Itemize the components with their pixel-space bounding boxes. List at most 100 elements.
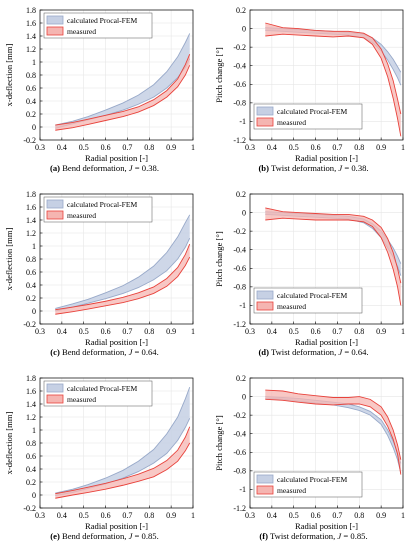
y-tick-label: 1.2 <box>26 413 36 422</box>
x-tick-label: 0.8 <box>354 327 364 336</box>
chart-d: 0.3 0.4 0.5 0.6 0.7 0.8 0.9 1 -1.2 -1 -0.8 -0.6 -0.4… <box>214 190 405 347</box>
x-tick-label: 0.6 <box>101 143 111 152</box>
x-tick-label: 0.4 <box>57 143 67 152</box>
y-tick-label: 1 <box>32 58 36 67</box>
y-tick-label: 0.6 <box>26 452 36 461</box>
legend: calculated Procal-FEM measured <box>253 471 363 498</box>
x-tick-label: 0.5 <box>79 511 89 520</box>
y-tick-label: 0 <box>32 307 36 316</box>
y-tick-label: 1.6 <box>26 19 36 28</box>
y-axis-label: x-deflection [mm] <box>4 411 14 474</box>
calculated-legend-swatch <box>256 474 274 484</box>
y-tick-label: -0.6 <box>233 80 246 89</box>
y-axis-label: Pitch change [°] <box>214 231 224 287</box>
y-tick-label: -1 <box>239 485 246 494</box>
measured-band <box>265 207 401 306</box>
caption-b: (b) Twist deformation, J = 0.38. <box>258 163 369 173</box>
y-tick-label: 0.2 <box>236 190 246 199</box>
x-tick-label: 1 <box>191 327 195 336</box>
x-tick-label: 1 <box>191 511 195 520</box>
x-tick-label: 0.4 <box>57 327 67 336</box>
legend-label: measured <box>67 211 96 220</box>
caption-a: (a) Bend deformation, J = 0.38. <box>50 163 159 173</box>
y-tick-label: 0 <box>32 123 36 132</box>
x-tick-label: 0.7 <box>332 327 342 336</box>
y-tick-label: -0.4 <box>233 62 246 71</box>
axes-box <box>249 9 404 141</box>
x-tick-label: 0.3 <box>245 327 255 336</box>
x-tick-label: 0.5 <box>79 327 89 336</box>
x-tick-label: 0.9 <box>376 327 386 336</box>
caption-d: (d) Twist deformation, J = 0.64. <box>258 347 369 357</box>
y-tick-label: 1.6 <box>26 203 36 212</box>
x-tick-label: 0.8 <box>144 511 154 520</box>
y-tick-label: -0.2 <box>23 504 36 513</box>
legend: calculated Procal-FEM measured <box>43 196 153 223</box>
x-tick-label: 0.5 <box>289 511 299 520</box>
y-tick-label: -0.4 <box>233 430 246 439</box>
y-tick-label: 1.4 <box>26 216 36 225</box>
x-tick-label: 0.9 <box>376 143 386 152</box>
measured-lower-line <box>55 256 191 315</box>
y-tick-label: -1 <box>239 117 246 126</box>
calculated-legend-swatch <box>46 15 64 25</box>
y-tick-label: 0 <box>242 24 246 33</box>
x-tick-label: 0.5 <box>289 143 299 152</box>
measured-legend-swatch <box>46 210 64 220</box>
x-tick-label: 0.7 <box>122 143 132 152</box>
y-axis-label: Pitch change [°] <box>214 415 224 471</box>
x-tick-label: 0.6 <box>311 327 321 336</box>
chart-e: 0.3 0.4 0.5 0.6 0.7 0.8 0.9 1 -0.2 0 0.2 0.4 0.6 0.8 1… <box>4 374 195 531</box>
y-tick-label: -0.8 <box>233 99 246 108</box>
y-tick-label: -1.2 <box>233 136 246 145</box>
x-tick-label: 1 <box>401 511 405 520</box>
legend-label: measured <box>67 27 96 36</box>
calculated-upper-line <box>55 386 191 494</box>
y-tick-label: 0 <box>242 208 246 217</box>
y-tick-label: 1.4 <box>26 32 36 41</box>
x-tick-label: 0.3 <box>35 511 45 520</box>
y-tick-label: -1 <box>239 301 246 310</box>
x-tick-label: 1 <box>401 327 405 336</box>
x-tick-label: 0.7 <box>122 327 132 336</box>
legend-label: measured <box>277 302 306 311</box>
x-tick-label: 0.8 <box>354 143 364 152</box>
x-tick-label: 0.3 <box>245 511 255 520</box>
chart-a: 0.3 0.4 0.5 0.6 0.7 0.8 0.9 1 -0.2 0 0.2 0.4 0.6 0.8 1… <box>4 6 195 163</box>
measured-lower-line <box>265 33 402 137</box>
measured-legend-swatch <box>46 394 64 404</box>
y-tick-label: -0.8 <box>233 467 246 476</box>
legend-label: calculated Procal-FEM <box>277 107 347 116</box>
caption-e: (e) Bend deformation, J = 0.85. <box>50 531 159 541</box>
y-tick-label: 0.4 <box>26 281 36 290</box>
y-tick-label: -0.2 <box>23 320 36 329</box>
legend-label: measured <box>67 395 96 404</box>
calculated-legend-swatch <box>46 383 64 393</box>
y-tick-label: 0.8 <box>26 255 36 264</box>
y-tick-label: 1.4 <box>26 400 36 409</box>
calculated-band <box>55 214 190 311</box>
axes-box <box>249 193 404 325</box>
x-tick-label: 0.7 <box>122 511 132 520</box>
y-axis-label: x-deflection [mm] <box>4 227 14 290</box>
legend-label: measured <box>277 486 306 495</box>
x-tick-label: 0.9 <box>166 511 176 520</box>
x-tick-label: 0.9 <box>166 327 176 336</box>
x-tick-label: 0.3 <box>35 143 45 152</box>
measured-lower-line <box>265 398 402 475</box>
x-tick-label: 0.6 <box>101 511 111 520</box>
measured-lower-line <box>55 442 191 499</box>
legend-label: calculated Procal-FEM <box>67 16 137 25</box>
chart-b: 0.3 0.4 0.5 0.6 0.7 0.8 0.9 1 -1.2 -1 -0.8 -0.6 -0.4… <box>214 6 405 163</box>
x-tick-label: 0.4 <box>267 511 277 520</box>
x-axis-label: Radial position [-] <box>295 153 358 163</box>
y-tick-label: 1.8 <box>26 6 36 15</box>
measured-upper-line <box>55 54 191 126</box>
measured-upper-line <box>265 207 402 284</box>
legend-label: calculated Procal-FEM <box>67 384 137 393</box>
y-tick-label: -0.4 <box>233 246 246 255</box>
x-tick-label: 0.8 <box>354 511 364 520</box>
calculated-legend-swatch <box>256 290 274 300</box>
x-tick-label: 0.6 <box>101 327 111 336</box>
